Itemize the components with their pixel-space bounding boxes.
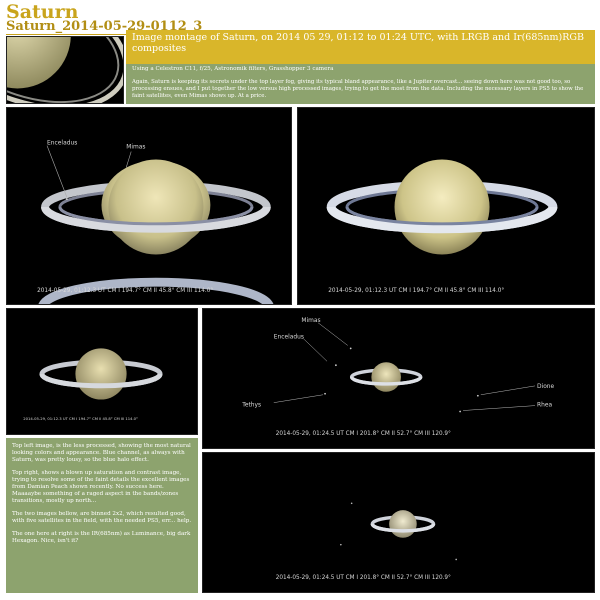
header-box: Image montage of Saturn, on 2014 05 29, … — [126, 30, 595, 64]
caption-c: 2014-05-29, 01:12.3 UT CM I 194.7° CM II… — [23, 417, 138, 421]
side-note: Top right, shows a blown up saturation a… — [12, 470, 190, 504]
info-box: Using a Celestron C11, f/25, Astronomik … — [126, 64, 595, 104]
saturn-image-ir: 2014-05-29, 01:24.5 UT CM I 201.8° CM II… — [202, 452, 595, 593]
caption-e: 2014-05-29, 01:24.5 UT CM I 201.8° CM II… — [276, 575, 451, 581]
side-notes: Top left image, is the less processed, s… — [6, 438, 198, 593]
label-mimas-a: Mimas — [126, 144, 145, 151]
saturn-image-small: 2014-05-29, 01:12.3 UT CM I 194.7° CM II… — [6, 308, 198, 435]
side-note: Top left image, is the less processed, s… — [12, 443, 191, 463]
equipment-text: Using a Celestron C11, f/25, Astronomik … — [132, 66, 334, 72]
saturn-image-satellites: Enceladus Mimas Tethys Dione Rhea 2014-0… — [202, 308, 595, 449]
label-enceladus-a: Enceladus — [47, 140, 77, 147]
label-rhea-d: Rhea — [537, 403, 552, 409]
side-note: The two images bellow, are binned 2x2, w… — [12, 511, 192, 524]
side-note: The one here at right is the IR(685nm) a… — [12, 531, 191, 544]
saturn-image-processed: 2014-05-29, 01:12.3 UT CM I 194.7° CM II… — [297, 107, 595, 305]
thumbnail-image — [6, 36, 124, 104]
caption-a: 2014-05-29, 01:12.3 UT CM I 194.7° CM II… — [37, 288, 213, 294]
caption-d: 2014-05-29, 01:24.5 UT CM I 201.8° CM II… — [276, 431, 451, 437]
saturn-image-natural: Enceladus Mimas 2014-05-29, 01:12.3 UT C… — [6, 107, 292, 305]
label-tethys-d: Tethys — [241, 403, 261, 409]
label-dione-d: Dione — [537, 384, 555, 390]
label-mimas-d: Mimas — [301, 318, 320, 324]
description-text: Again, Saturn is keeping its secrets und… — [132, 79, 584, 99]
label-enceladus-d: Enceladus — [274, 335, 304, 341]
caption-b: 2014-05-29, 01:12.3 UT CM I 194.7° CM II… — [328, 288, 504, 294]
page-title: Saturn — [6, 1, 79, 23]
